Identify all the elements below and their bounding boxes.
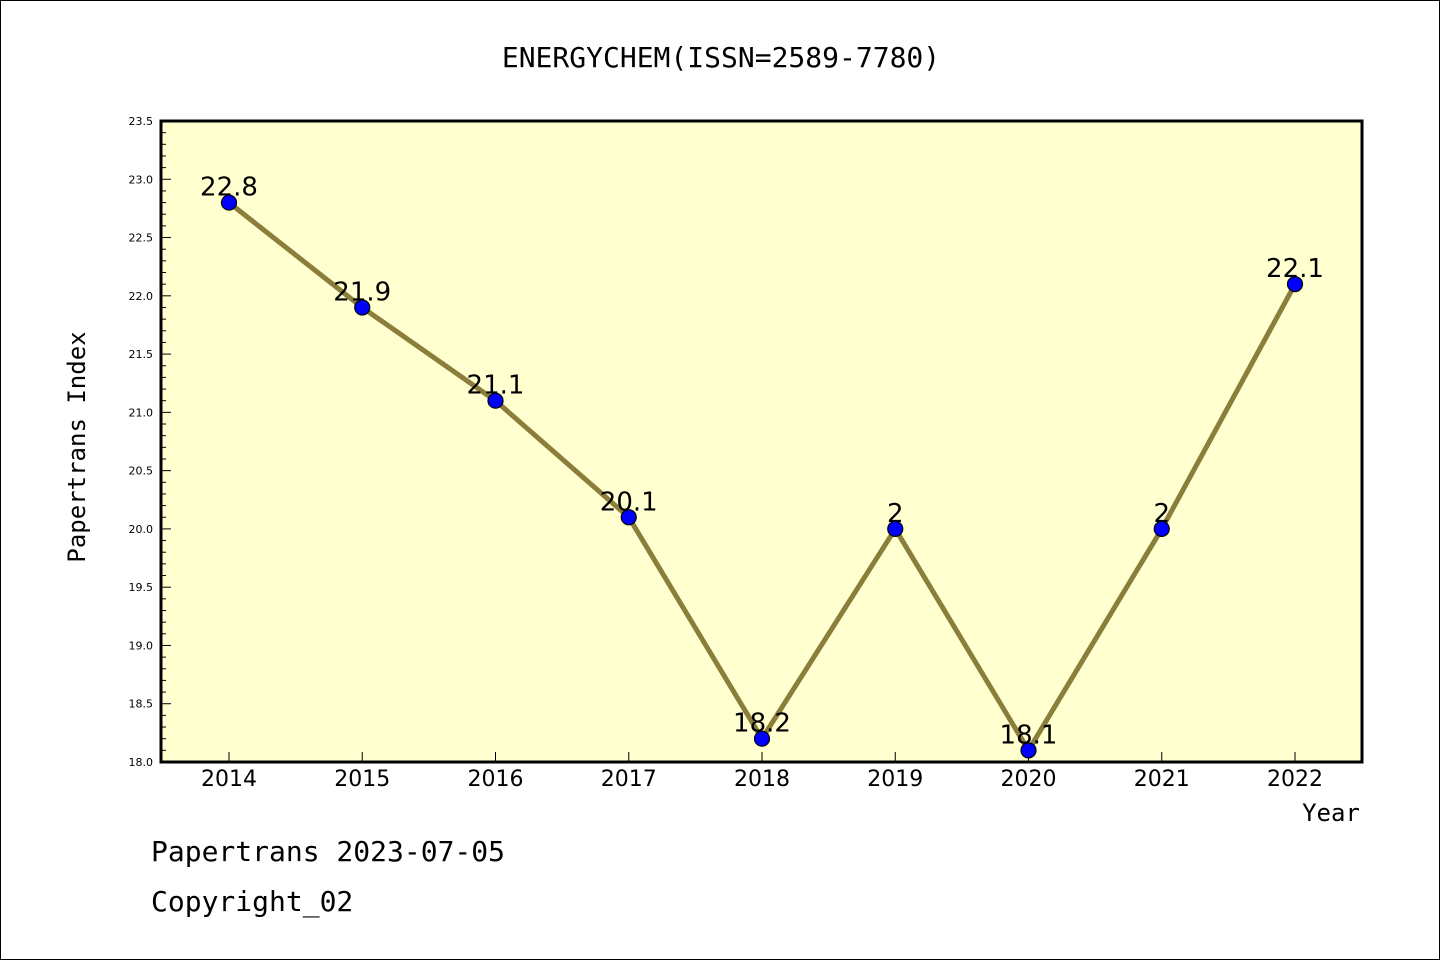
y-tick-label: 22.0: [129, 290, 154, 303]
y-tick-label: 23.0: [129, 173, 154, 186]
x-tick-label: 2022: [1267, 767, 1323, 792]
data-label: 2: [887, 499, 904, 529]
x-axis-label: Year: [1302, 799, 1360, 827]
data-point: [1286, 276, 1304, 293]
x-tick-label: 2020: [1001, 767, 1057, 792]
data-label: 2: [1153, 499, 1170, 529]
y-tick-label: 18.0: [129, 756, 154, 769]
x-tick-label: 2017: [601, 767, 657, 792]
data-point: [220, 194, 238, 211]
x-tick-label: 2016: [468, 767, 524, 792]
data-label: 18.2: [733, 709, 791, 739]
data-point: [1020, 742, 1037, 759]
x-tick-label: 2021: [1134, 767, 1190, 792]
data-labels: 22.8 21.9 21.1 20.1 18.2 2 18.1 2 22.1: [200, 173, 1324, 751]
x-tick-label: 2014: [201, 767, 257, 792]
y-tick-label: 23.5: [129, 115, 154, 128]
x-tick-label: 2018: [734, 767, 790, 792]
x-tick-label: 2015: [334, 767, 390, 792]
footer-copyright: Copyright_02: [151, 885, 354, 918]
y-tick-label: 21.0: [129, 406, 154, 419]
plot-border: [159, 119, 1364, 764]
y-tick-label: 20.5: [129, 465, 154, 478]
y-tick-label: 20.0: [129, 523, 154, 536]
data-point: [887, 520, 904, 538]
plot-area: [161, 121, 1362, 762]
x-tick-label: 2019: [867, 767, 923, 792]
y-axis-label: Papertrans Index: [63, 331, 91, 562]
data-markers: [220, 194, 1304, 759]
y-tick-label: 22.5: [129, 232, 154, 245]
data-label: 21.1: [467, 371, 525, 401]
data-label: 21.9: [333, 277, 391, 307]
y-tick-label: 21.5: [129, 348, 154, 361]
axis-ticks: 18.0 18.5 19.0 19.5 20.0 20.5 21.0 21.5 22.0 22.5…: [129, 115, 1324, 792]
data-label: 20.1: [600, 487, 658, 517]
footer-date: Papertrans 2023-07-05: [151, 835, 506, 868]
data-label: 18.1: [1000, 720, 1058, 750]
chart-title: ENERGYCHEM(ISSN=2589-7780): [502, 41, 940, 74]
data-label: 22.1: [1266, 254, 1324, 284]
y-tick-label: 19.5: [129, 581, 154, 594]
data-label: 22.8: [200, 173, 258, 203]
y-tick-label: 19.0: [129, 639, 154, 652]
data-point: [354, 299, 371, 316]
data-point: [487, 392, 504, 409]
data-point: [1153, 520, 1170, 538]
data-point: [753, 730, 771, 747]
y-tick-label: 18.5: [129, 698, 154, 711]
data-point: [620, 509, 637, 526]
